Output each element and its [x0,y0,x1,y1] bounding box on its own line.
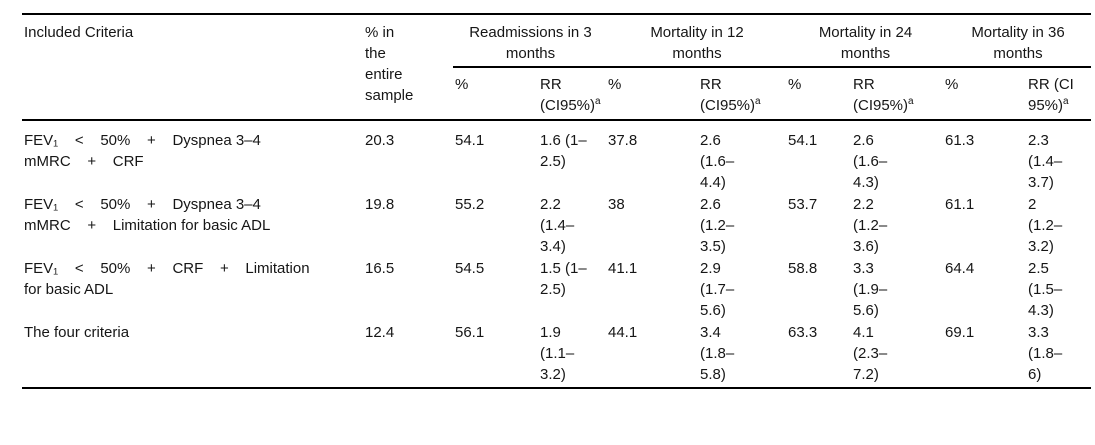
mort12-pct-cell: 41.1 [608,260,638,277]
mort24-rr-cell: 4.1 (2.3– 7.2) [853,324,888,383]
group-header-mortality-12mo: Mortality in 12 months [606,14,786,68]
rr-label: RR (CI 95%) [1028,76,1074,114]
pct-subheader-readm3: % [453,67,538,121]
sample-pct-cell: 12.4 [365,324,395,341]
mort24-pct-cell: 53.7 [788,196,818,213]
mort12-rr-cell: 2.6 (1.2– 3.5) [700,196,735,255]
sample-pct-cell: 19.8 [365,196,395,213]
criteria-cell: The four criteria [24,324,130,341]
footnote-marker: a [1063,96,1069,107]
mort12-pct-cell: 38 [608,196,625,213]
rr-subheader-mort24: RR (CI95%)a [851,67,943,121]
table-header: Included Criteria % in the entire sample… [22,14,1091,121]
sample-percent-header: % in the entire sample [363,14,453,121]
mort36-rr-cell: 2.3 (1.4– 3.7) [1028,132,1063,191]
mort36-pct-cell: 69.1 [945,324,975,341]
footnote-marker: a [595,96,601,107]
readm3-rr-cell: 2.2 (1.4– 3.4) [540,196,575,255]
table-body: FEV₁ < 50% + Dyspnea 3–4 mMRC + CRF 20.3… [22,120,1091,388]
group-header-mortality-36mo: Mortality in 36 months [943,14,1091,68]
group-header-mortality-24mo: Mortality in 24 months [786,14,943,68]
sample-pct-cell: 20.3 [365,132,395,149]
table-row-fev-dyspnea-crf: FEV₁ < 50% + Dyspnea 3–4 mMRC + CRF 20.3… [22,120,1091,193]
readm3-rr-cell: 1.5 (1– 2.5) [540,260,587,298]
readm3-pct-cell: 54.5 [455,260,485,277]
group-header-row: Included Criteria % in the entire sample… [22,14,1091,121]
table-row-four-criteria: The four criteria 12.4 56.1 1.9 (1.1– 3.… [22,321,1091,388]
mort12-pct-cell: 44.1 [608,324,638,341]
mort36-pct-cell: 61.3 [945,132,975,149]
criteria-cell: FEV₁ < 50% + Dyspnea 3–4 mMRC + Limitati… [24,196,271,234]
criteria-cell: FEV₁ < 50% + Dyspnea 3–4 mMRC + CRF [24,132,261,170]
mort36-rr-cell: 3.3 (1.8– 6) [1028,324,1063,383]
readm3-pct-cell: 55.2 [455,196,485,213]
mort12-rr-cell: 2.9 (1.7– 5.6) [700,260,735,319]
readm3-rr-cell: 1.9 (1.1– 3.2) [540,324,575,383]
mort12-pct-cell: 37.8 [608,132,638,149]
mort36-pct-cell: 64.4 [945,260,975,277]
mort36-rr-cell: 2 (1.2– 3.2) [1028,196,1063,255]
footnote-marker: a [755,96,761,107]
readm3-pct-cell: 54.1 [455,132,485,149]
mort24-rr-cell: 2.2 (1.2– 3.6) [853,196,888,255]
mort36-rr-cell: 2.5 (1.5– 4.3) [1028,260,1063,319]
mort36-pct-cell: 61.1 [945,196,975,213]
mort24-pct-cell: 63.3 [788,324,818,341]
pct-subheader-mort12: % [606,67,698,121]
rr-label: RR (CI95%) [540,76,596,114]
table-row-fev-dyspnea-adl: FEV₁ < 50% + Dyspnea 3–4 mMRC + Limitati… [22,193,1091,257]
included-criteria-header: Included Criteria [22,14,363,121]
mort24-rr-cell: 2.6 (1.6– 4.3) [853,132,888,191]
mort24-rr-cell: 3.3 (1.9– 5.6) [853,260,888,319]
results-table: Included Criteria % in the entire sample… [22,13,1091,389]
pct-subheader-mort24: % [786,67,851,121]
rr-label: RR (CI95%) [853,76,909,114]
criteria-cell: FEV₁ < 50% + CRF + Limitation for basic … [24,260,310,298]
rr-subheader-mort36: RR (CI 95%)a [1026,67,1091,121]
sub-header-row: % RR (CI95%)a % RR (CI95%)a % RR (CI95%)… [22,67,1091,121]
footnote-marker: a [908,96,914,107]
pct-subheader-mort36: % [943,67,1026,121]
readm3-pct-cell: 56.1 [455,324,485,341]
mort12-rr-cell: 2.6 (1.6– 4.4) [700,132,735,191]
table-row-fev-crf-adl: FEV₁ < 50% + CRF + Limitation for basic … [22,257,1091,321]
rr-label: RR (CI95%) [700,76,756,114]
rr-subheader-readm3: RR (CI95%)a [538,67,606,121]
rr-subheader-mort12: RR (CI95%)a [698,67,786,121]
mort24-pct-cell: 54.1 [788,132,818,149]
group-header-readmissions-3mo: Readmissions in 3 months [453,14,606,68]
readm3-rr-cell: 1.6 (1– 2.5) [540,132,587,170]
paper-page: Included Criteria % in the entire sample… [22,13,1091,389]
mort24-pct-cell: 58.8 [788,260,818,277]
sample-pct-cell: 16.5 [365,260,395,277]
mort12-rr-cell: 3.4 (1.8– 5.8) [700,324,735,383]
